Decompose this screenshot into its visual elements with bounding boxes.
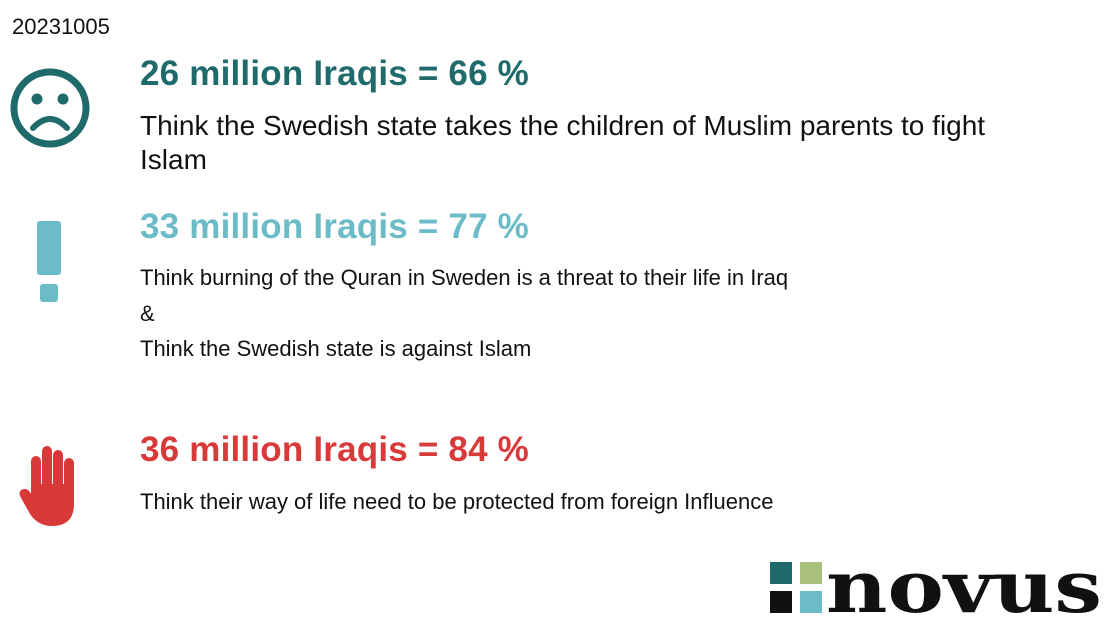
novus-logo-graphic: novus <box>770 544 1102 627</box>
description-2-line-3: Think the Swedish state is against Islam <box>140 336 532 361</box>
description-3: Think their way of life need to be prote… <box>140 489 774 514</box>
description-2-line-1: Think burning of the Quran in Sweden is … <box>140 265 789 290</box>
date-label: 20231005 <box>12 14 110 39</box>
description-1: Think the Swedish state takes the childr… <box>140 110 986 175</box>
exclamation-icon <box>37 221 61 302</box>
headline-2: 33 million Iraqis = 77 % <box>140 207 529 246</box>
sad-face-icon <box>10 68 90 148</box>
novus-logo-text: novus <box>826 560 1102 616</box>
stop-hand-icon <box>19 446 74 526</box>
description-2-line-2: & <box>140 301 155 326</box>
headline-3: 36 million Iraqis = 84 % <box>140 430 529 469</box>
novus-logo: novus <box>770 544 1105 627</box>
headline-1: 26 million Iraqis = 66 % <box>140 54 529 93</box>
